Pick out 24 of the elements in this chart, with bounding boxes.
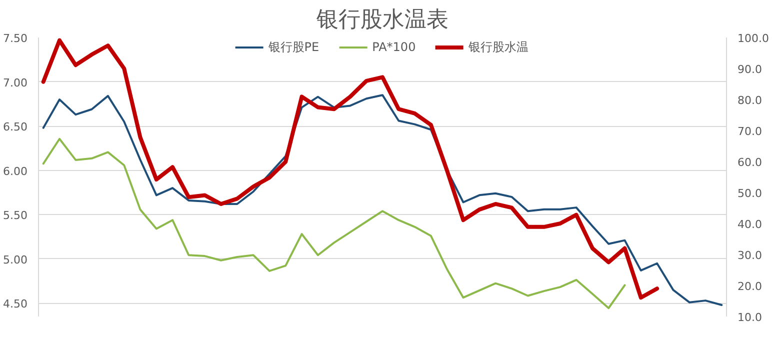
y2-tick-label: 10.0 (738, 311, 762, 324)
y2-tick-label: 50.0 (738, 187, 762, 200)
y2-tick-label: 90.0 (738, 63, 762, 76)
y2-tick-label: 100.0 (738, 32, 769, 45)
chart-title: 银行股水温表 (316, 8, 448, 32)
y-tick-label: 7.00 (3, 76, 28, 90)
y-tick-label: 5.50 (3, 209, 28, 222)
y2-tick-label: 70.0 (738, 125, 762, 138)
y2-tick-label: 60.0 (738, 156, 762, 169)
y-tick-label: 5.00 (3, 253, 28, 266)
y2-tick-label: 80.0 (738, 94, 762, 107)
y2-tick-label: 30.0 (738, 249, 762, 262)
y-tick-label: 4.50 (3, 298, 28, 311)
line-series (42, 138, 626, 310)
y-tick-label: 6.50 (3, 120, 28, 134)
y-tick-label: 6.00 (3, 164, 28, 178)
legend-label: 银行股PE (268, 38, 320, 56)
line-series (42, 94, 723, 306)
legend-label: PA*100 (372, 40, 416, 54)
line-series (41, 38, 660, 300)
y2-tick-label: 40.0 (738, 218, 762, 231)
legend-label: 银行股水温 (468, 38, 529, 56)
y-tick-label: 7.50 (3, 32, 28, 45)
y2-tick-label: 20.0 (738, 280, 762, 293)
